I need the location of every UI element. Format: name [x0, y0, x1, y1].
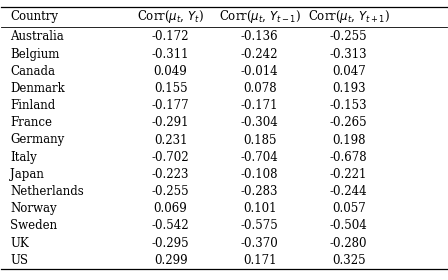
Text: -0.304: -0.304 — [241, 116, 279, 129]
Text: 0.057: 0.057 — [332, 202, 366, 215]
Text: Canada: Canada — [10, 65, 55, 78]
Text: -0.702: -0.702 — [152, 151, 190, 164]
Text: -0.295: -0.295 — [152, 237, 190, 249]
Text: 0.101: 0.101 — [243, 202, 276, 215]
Text: -0.255: -0.255 — [152, 185, 190, 198]
Text: -0.244: -0.244 — [330, 185, 367, 198]
Text: -0.370: -0.370 — [241, 237, 279, 249]
Text: Corr($\mu_t$, $Y_{t+1}$): Corr($\mu_t$, $Y_{t+1}$) — [308, 8, 390, 25]
Text: Corr($\mu_t$, $Y_t$): Corr($\mu_t$, $Y_t$) — [137, 8, 204, 25]
Text: -0.014: -0.014 — [241, 65, 278, 78]
Text: -0.177: -0.177 — [152, 99, 190, 112]
Text: Country: Country — [10, 10, 58, 23]
Text: -0.504: -0.504 — [330, 219, 367, 232]
Text: -0.542: -0.542 — [152, 219, 190, 232]
Text: -0.265: -0.265 — [330, 116, 367, 129]
Text: -0.172: -0.172 — [152, 31, 190, 43]
Text: Norway: Norway — [10, 202, 57, 215]
Text: 0.231: 0.231 — [154, 134, 187, 146]
Text: 0.047: 0.047 — [332, 65, 366, 78]
Text: 0.325: 0.325 — [332, 254, 366, 267]
Text: -0.108: -0.108 — [241, 168, 278, 181]
Text: 0.069: 0.069 — [154, 202, 187, 215]
Text: Denmark: Denmark — [10, 82, 65, 95]
Text: -0.153: -0.153 — [330, 99, 367, 112]
Text: -0.291: -0.291 — [152, 116, 190, 129]
Text: -0.136: -0.136 — [241, 31, 278, 43]
Text: Australia: Australia — [10, 31, 64, 43]
Text: Japan: Japan — [10, 168, 44, 181]
Text: Corr($\mu_t$, $Y_{t-1}$): Corr($\mu_t$, $Y_{t-1}$) — [219, 8, 301, 25]
Text: -0.223: -0.223 — [152, 168, 190, 181]
Text: 0.049: 0.049 — [154, 65, 187, 78]
Text: Belgium: Belgium — [10, 48, 60, 61]
Text: -0.575: -0.575 — [241, 219, 279, 232]
Text: US: US — [10, 254, 28, 267]
Text: -0.242: -0.242 — [241, 48, 278, 61]
Text: -0.171: -0.171 — [241, 99, 278, 112]
Text: -0.704: -0.704 — [241, 151, 279, 164]
Text: 0.198: 0.198 — [332, 134, 366, 146]
Text: 0.078: 0.078 — [243, 82, 276, 95]
Text: -0.280: -0.280 — [330, 237, 367, 249]
Text: -0.221: -0.221 — [330, 168, 367, 181]
Text: 0.171: 0.171 — [243, 254, 276, 267]
Text: Finland: Finland — [10, 99, 56, 112]
Text: UK: UK — [10, 237, 29, 249]
Text: -0.313: -0.313 — [330, 48, 367, 61]
Text: -0.255: -0.255 — [330, 31, 367, 43]
Text: Italy: Italy — [10, 151, 37, 164]
Text: France: France — [10, 116, 52, 129]
Text: -0.678: -0.678 — [330, 151, 367, 164]
Text: Sweden: Sweden — [10, 219, 57, 232]
Text: 0.185: 0.185 — [243, 134, 276, 146]
Text: 0.193: 0.193 — [332, 82, 366, 95]
Text: Germany: Germany — [10, 134, 65, 146]
Text: 0.155: 0.155 — [154, 82, 187, 95]
Text: -0.283: -0.283 — [241, 185, 278, 198]
Text: 0.299: 0.299 — [154, 254, 187, 267]
Text: Netherlands: Netherlands — [10, 185, 84, 198]
Text: -0.311: -0.311 — [152, 48, 190, 61]
